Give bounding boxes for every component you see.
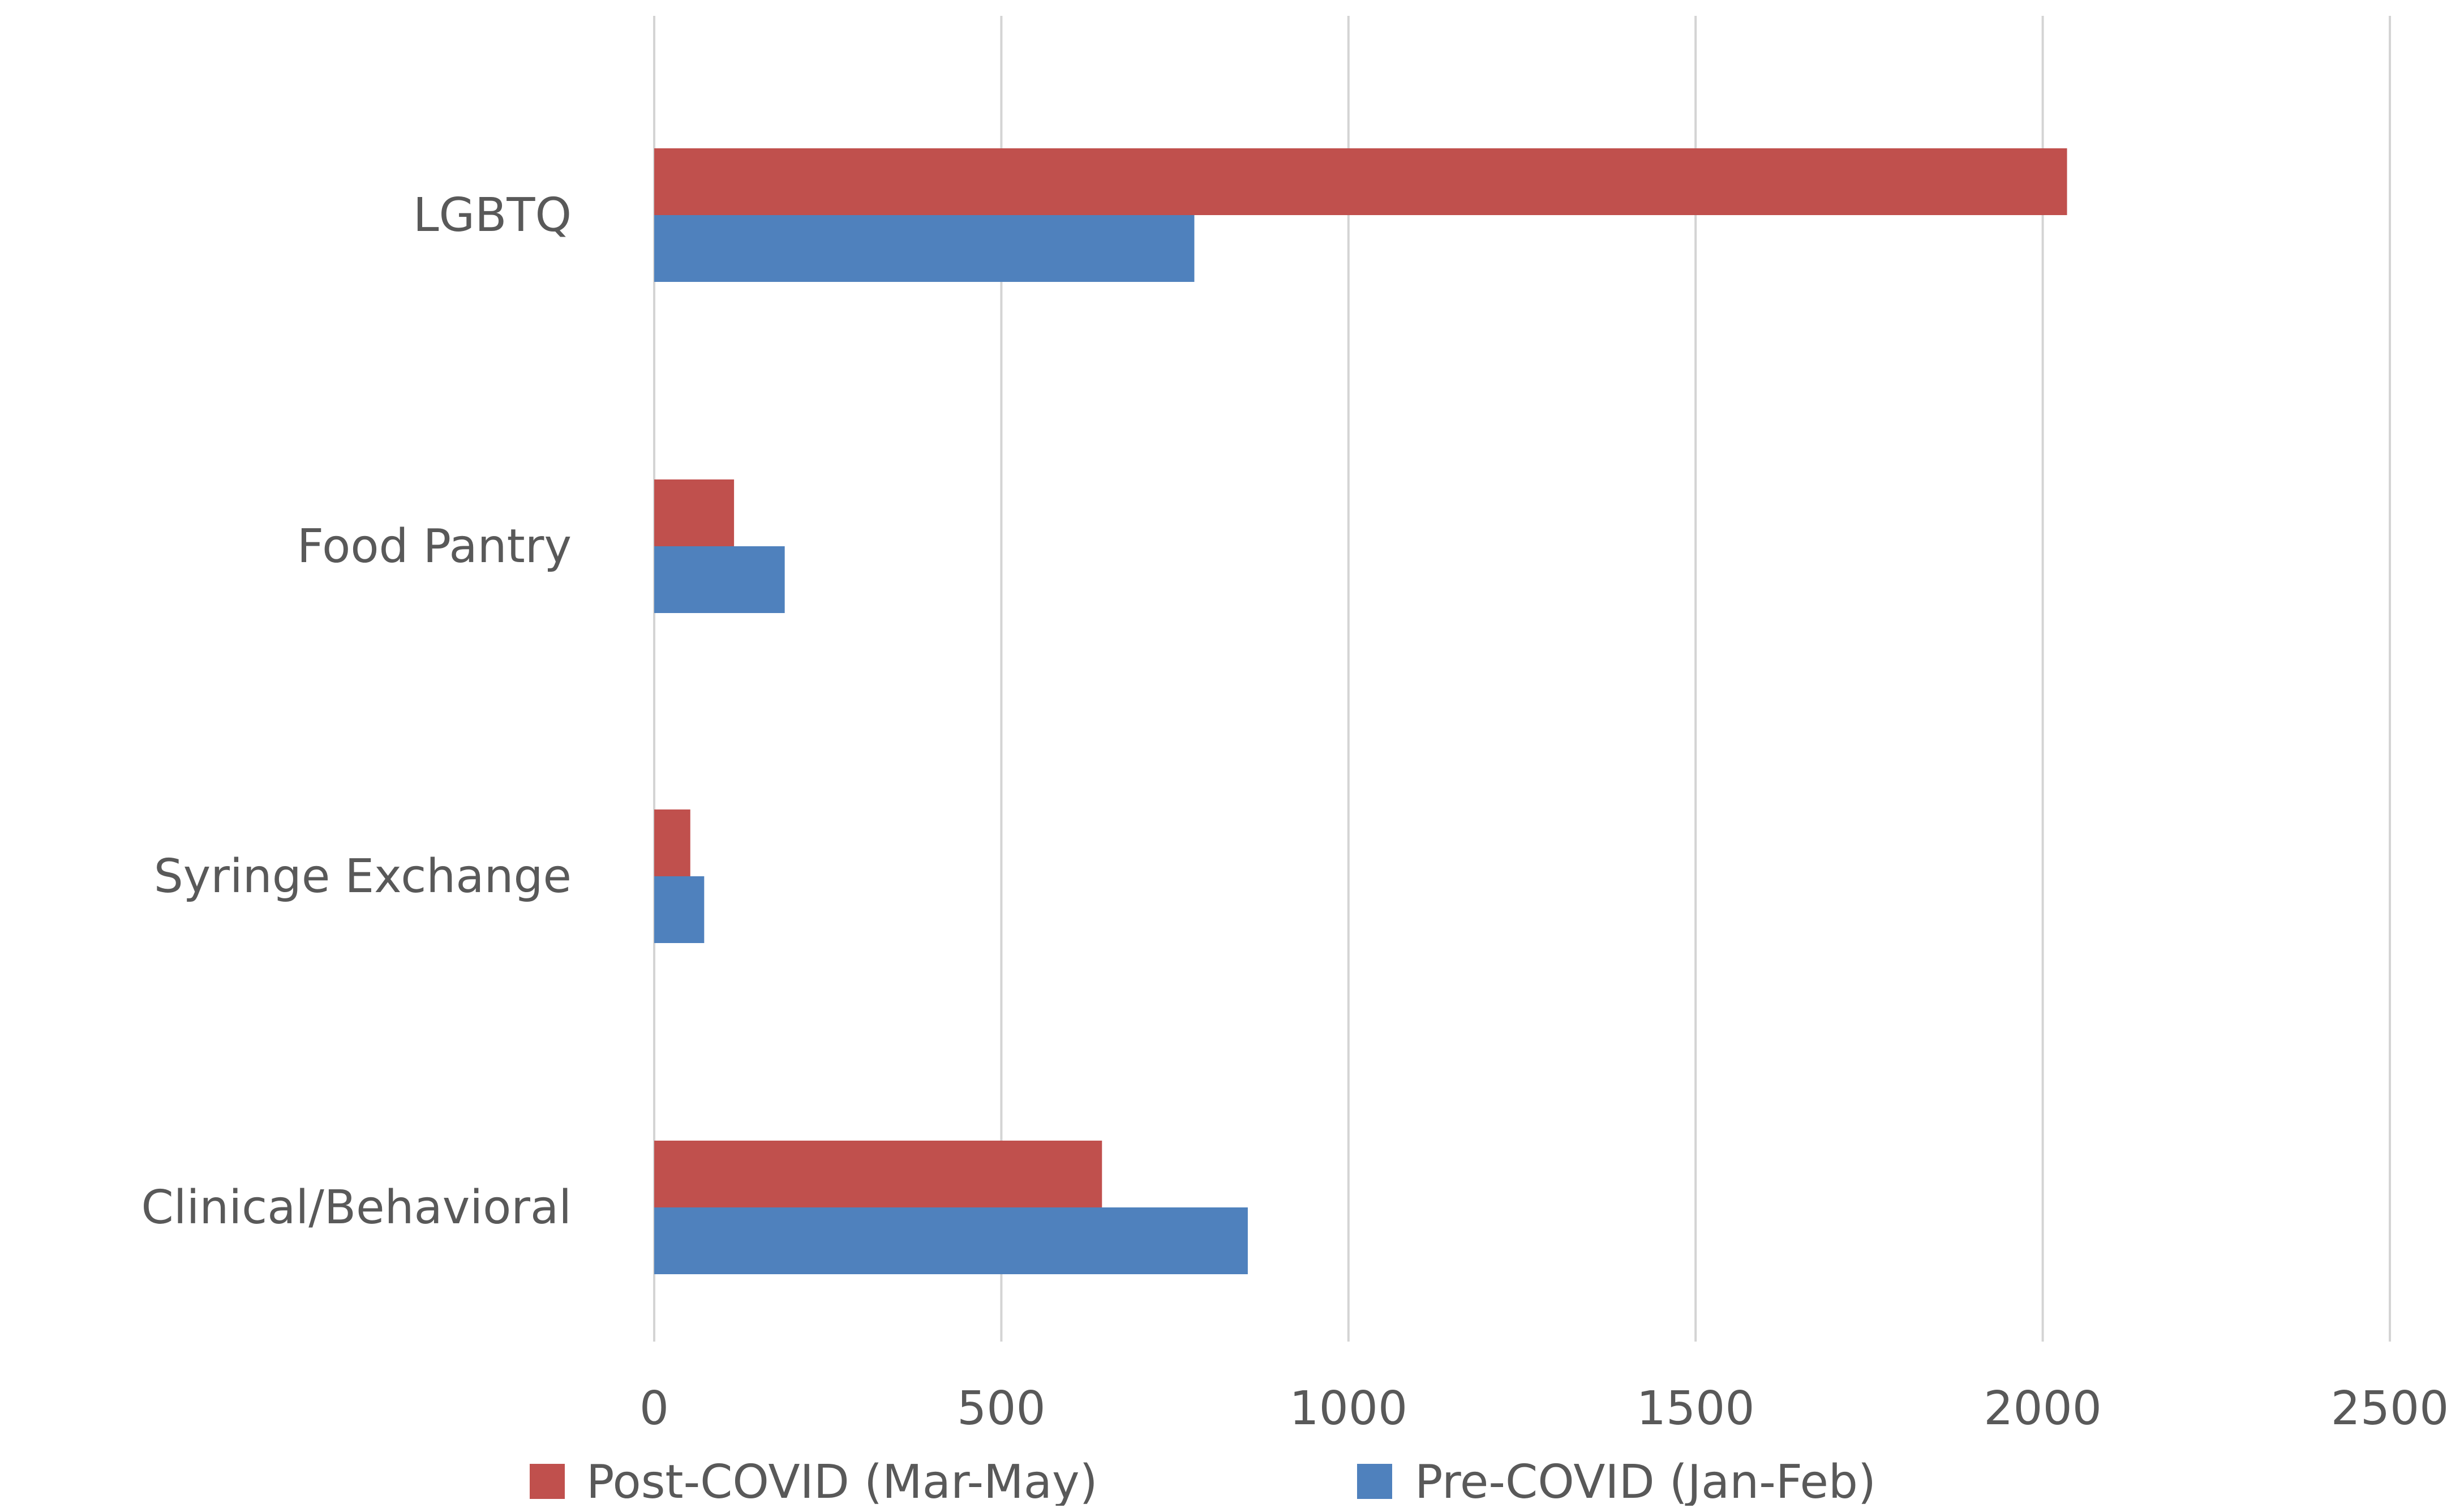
category-label: Clinical/Behavioral [141, 1181, 572, 1235]
bar-post-covid-0 [654, 148, 2067, 215]
x-tick-label: 1000 [1289, 1382, 1407, 1436]
bar-pre-covid-0 [654, 215, 1195, 282]
legend-label-post-covid: Post-COVID (Mar-May) [586, 1455, 1098, 1506]
bar-pre-covid-1 [654, 546, 785, 613]
x-tick-label: 1500 [1637, 1382, 1755, 1436]
category-label: LGBTQ [413, 188, 572, 242]
value-axis-tick-labels: 0 500 1000 1500 2000 2500 [639, 1382, 2449, 1436]
category-label: Syringe Exchange [154, 850, 572, 903]
category-axis-labels: LGBTQ Food Pantry Syringe Exchange Clinical… [141, 188, 572, 1235]
bar-pre-covid-2 [654, 876, 705, 943]
bars [654, 148, 2067, 1274]
bar-post-covid-1 [654, 479, 735, 546]
x-tick-label: 2500 [2331, 1382, 2449, 1436]
legend: Post-COVID (Mar-May) Pre-COVID (Jan-Feb) [530, 1455, 1876, 1508]
bar-post-covid-3 [654, 1141, 1102, 1207]
bar-post-covid-2 [654, 809, 690, 876]
x-tick-label: 500 [957, 1382, 1046, 1436]
legend-swatch-post-covid [530, 1464, 565, 1499]
category-label: Food Pantry [297, 520, 572, 573]
x-tick-label: 0 [639, 1382, 669, 1436]
legend-label-pre-covid: Pre-COVID (Jan-Feb) [1415, 1455, 1876, 1506]
x-tick-label: 2000 [1984, 1382, 2102, 1436]
legend-swatch-pre-covid [1357, 1464, 1392, 1499]
bar-pre-covid-3 [654, 1207, 1248, 1274]
